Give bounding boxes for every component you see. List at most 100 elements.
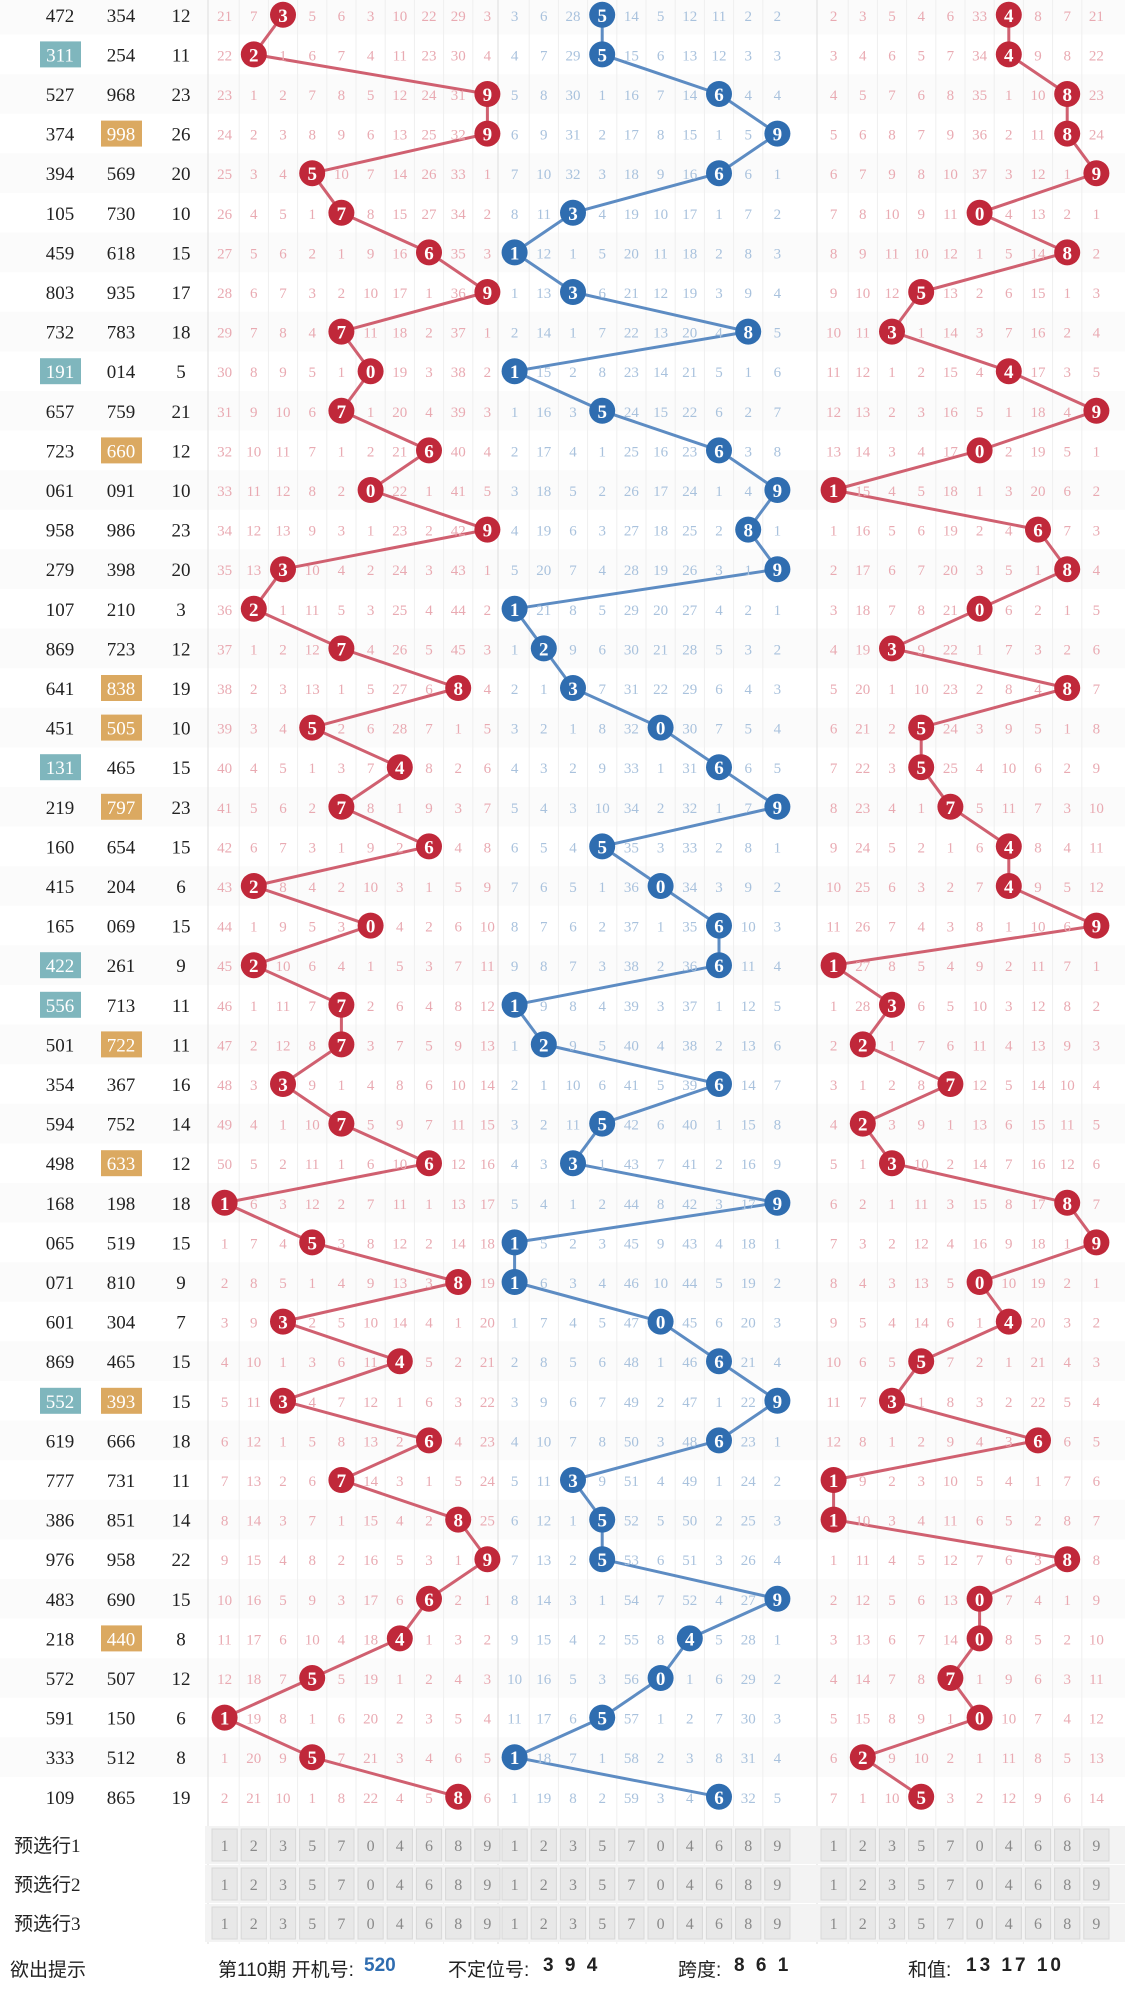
miss-count: 2 (425, 524, 433, 540)
row-bg (0, 232, 1125, 273)
trend-line-segment (370, 488, 488, 532)
miss-count: 1 (657, 920, 665, 936)
miss-count: 5 (1063, 444, 1071, 460)
miss-count: 6 (1005, 1553, 1013, 1569)
miss-count: 27 (855, 959, 871, 975)
miss-count: 2 (221, 1791, 229, 1807)
miss-count: 27 (422, 207, 438, 223)
trend-line-segment (514, 567, 778, 611)
preselect-cell (705, 1906, 733, 1940)
miss-count: 4 (454, 840, 462, 856)
miss-count: 19 (741, 1276, 756, 1292)
miss-count: 2 (686, 1712, 694, 1728)
digit-ball-label: 1 (510, 1233, 520, 1254)
preselect-label-bg (0, 1826, 205, 1864)
miss-count: 4 (484, 444, 492, 460)
digit-ball-label: 8 (1062, 1550, 1072, 1571)
miss-count: 11 (305, 603, 319, 619)
miss-count: 2 (947, 1157, 955, 1173)
miss-count: 16 (363, 1553, 379, 1569)
miss-count: 20 (682, 326, 697, 342)
digit-ball-label: 6 (424, 243, 434, 264)
miss-count: 1 (338, 1078, 346, 1094)
preselect-digit: 4 (396, 1916, 404, 1933)
miss-count: 2 (917, 1434, 925, 1450)
digit-ball (1054, 120, 1081, 147)
miss-count: 16 (653, 444, 669, 460)
miss-count: 3 (657, 999, 665, 1015)
miss-count: 1 (1093, 1276, 1101, 1292)
draw-number: 219 (46, 798, 75, 819)
digit-ball (1083, 397, 1110, 424)
digit-ball-label: 7 (946, 1669, 956, 1690)
digit-ball-label: 9 (483, 85, 493, 106)
miss-count: 1 (279, 1434, 287, 1450)
miss-count: 3 (1005, 167, 1013, 183)
sum-value: 6 (176, 877, 186, 898)
test-number: 204 (107, 877, 136, 898)
digit-ball (328, 1031, 355, 1058)
miss-count: 6 (917, 524, 925, 540)
miss-count: 4 (511, 1434, 519, 1450)
miss-count: 4 (1093, 563, 1101, 579)
miss-count: 6 (947, 1038, 955, 1054)
miss-count: 29 (741, 1672, 756, 1688)
sum-value: 12 (172, 1154, 191, 1175)
preselect-cell (764, 1828, 791, 1862)
miss-count: 6 (1005, 603, 1013, 619)
preselect-digit: 9 (483, 1916, 491, 1933)
miss-count: 2 (917, 365, 925, 381)
miss-count: 2 (396, 1434, 404, 1450)
digit-ball (357, 477, 384, 503)
miss-count: 5 (279, 1593, 287, 1609)
miss-count: 7 (569, 959, 577, 975)
trend-line-segment (311, 132, 488, 175)
miss-count: 5 (279, 761, 287, 777)
miss-count: 3 (484, 9, 492, 25)
miss-count: 5 (338, 1316, 346, 1332)
miss-count: 8 (308, 1038, 316, 1054)
miss-count: 1 (715, 1395, 723, 1411)
trend-line-segment (572, 1438, 720, 1482)
trend-line-segment (340, 1478, 459, 1522)
test-number: 713 (107, 996, 136, 1017)
test-number: 797 (107, 798, 136, 819)
digit-ball-label: 9 (773, 1194, 783, 1215)
miss-count: 3 (947, 920, 955, 936)
miss-count: 24 (422, 88, 438, 104)
preselect-cell (299, 1867, 326, 1901)
test-number: 958 (107, 1550, 136, 1571)
preselect-digit: 1 (221, 1877, 229, 1894)
miss-count: 35 (451, 246, 466, 262)
miss-count: 4 (1005, 207, 1013, 223)
highlight-b (101, 793, 142, 820)
miss-count: 4 (686, 1791, 694, 1807)
test-number: 069 (107, 917, 136, 938)
miss-count: 22 (422, 9, 437, 25)
miss-count: 1 (859, 1078, 867, 1094)
digit-ball (240, 41, 267, 68)
miss-count: 10 (363, 286, 378, 302)
preselect-cell (647, 1828, 674, 1862)
miss-count: 24 (480, 1474, 496, 1490)
digit-ball (1054, 1189, 1081, 1216)
miss-count: 2 (367, 999, 375, 1015)
miss-count: 39 (624, 999, 639, 1015)
miss-count: 21 (1089, 9, 1104, 25)
miss-count: 2 (774, 1672, 782, 1688)
preselect-digit: 4 (686, 1838, 694, 1855)
miss-count: 16 (624, 88, 640, 104)
miss-count: 3 (511, 1118, 519, 1134)
miss-count: 7 (250, 1236, 258, 1252)
sum-value: 19 (172, 1788, 191, 1809)
miss-count: 2 (598, 128, 606, 144)
miss-count: 1 (976, 642, 984, 658)
miss-count: 1 (425, 1197, 433, 1213)
digit-ball (706, 437, 732, 464)
miss-count: 31 (624, 682, 639, 698)
miss-count: 3 (598, 167, 606, 183)
miss-count: 3 (976, 722, 984, 738)
miss-count: 5 (279, 1276, 287, 1292)
digit-ball-label: 0 (656, 877, 666, 898)
miss-count: 25 (682, 524, 697, 540)
